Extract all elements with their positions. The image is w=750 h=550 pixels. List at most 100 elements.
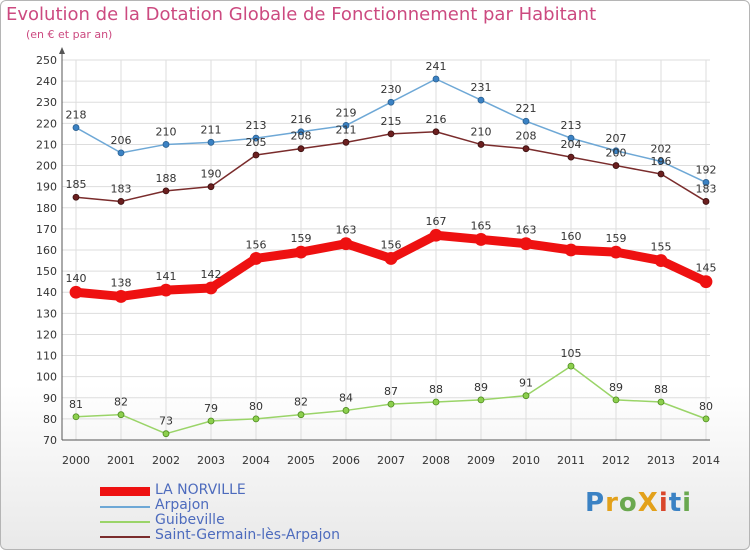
data-point — [564, 243, 578, 257]
data-point — [117, 411, 125, 419]
y-tick-label: 90 — [43, 392, 57, 405]
data-point — [657, 398, 665, 406]
data-point — [522, 117, 530, 125]
data-point — [477, 396, 485, 404]
data-point — [252, 151, 260, 159]
data-label: 89 — [474, 381, 488, 394]
x-tick-label: 2003 — [197, 454, 225, 467]
data-point — [72, 413, 80, 421]
data-label: 156 — [246, 238, 267, 251]
data-point — [612, 396, 620, 404]
data-label: 87 — [384, 385, 398, 398]
y-tick-label: 80 — [43, 413, 57, 426]
x-tick-label: 2005 — [287, 454, 315, 467]
y-tick-label: 190 — [36, 181, 57, 194]
logo-letter: P — [585, 488, 606, 518]
data-label: 156 — [381, 238, 402, 251]
data-label: 141 — [156, 270, 177, 283]
data-point — [114, 290, 128, 303]
x-tick-label: 2006 — [332, 454, 360, 467]
y-tick-label: 200 — [36, 160, 57, 173]
data-label: 216 — [291, 113, 312, 126]
data-label: 159 — [606, 232, 627, 245]
data-point — [567, 134, 575, 142]
data-point — [612, 162, 620, 169]
y-tick-label: 110 — [36, 350, 57, 363]
data-point — [69, 285, 83, 299]
data-point — [294, 245, 308, 259]
data-point — [612, 147, 620, 155]
data-label: 210 — [156, 125, 177, 138]
legend-label: Guibeville — [155, 512, 225, 528]
legend-swatch-arpajon — [100, 506, 150, 508]
data-point — [204, 281, 218, 295]
data-label: 167 — [426, 215, 447, 228]
data-label: 200 — [606, 147, 627, 160]
y-tick-label: 140 — [36, 286, 57, 299]
data-label: 196 — [651, 155, 672, 168]
data-label: 213 — [561, 119, 582, 132]
data-point — [519, 237, 533, 251]
x-tick-label: 2000 — [62, 454, 90, 467]
data-label: 163 — [336, 224, 357, 237]
legend-swatch-guibeville — [100, 521, 150, 523]
data-label: 221 — [516, 102, 537, 115]
data-label: 159 — [291, 232, 312, 245]
data-label: 230 — [381, 83, 402, 96]
data-point — [387, 98, 395, 106]
data-point — [432, 75, 440, 83]
data-label: 208 — [516, 130, 537, 143]
y-tick-label: 160 — [36, 244, 57, 257]
x-tick-label: 2004 — [242, 454, 270, 467]
y-tick-label: 180 — [36, 202, 57, 215]
data-label: 192 — [696, 163, 717, 176]
data-point — [72, 193, 80, 201]
data-point — [117, 198, 125, 205]
chart-title: Evolution de la Dotation Globale de Fonc… — [6, 4, 597, 25]
x-tick-label: 2010 — [512, 454, 540, 467]
data-label: 207 — [606, 132, 627, 145]
data-label: 165 — [471, 219, 492, 232]
y-tick-label: 170 — [36, 223, 57, 236]
data-label: 218 — [66, 109, 87, 122]
data-labels: 81 82 73 79 80 82 84 87 88 89 91 105 89 88 80 185 183 188… — [66, 60, 717, 428]
x-tick-label: 2001 — [107, 454, 135, 467]
data-point — [522, 392, 530, 400]
data-point — [657, 170, 665, 178]
data-point — [297, 145, 305, 153]
data-label: 188 — [156, 172, 177, 185]
data-point — [702, 198, 710, 205]
data-point — [567, 362, 575, 370]
axes: 7080901001101201301401501601701801902002… — [36, 47, 720, 467]
data-point — [477, 96, 485, 104]
data-label: 88 — [654, 383, 668, 396]
data-point — [162, 141, 170, 148]
data-point — [297, 128, 305, 136]
x-tick-label: 2011 — [557, 454, 585, 467]
data-label: 80 — [699, 400, 713, 413]
data-label: 183 — [696, 182, 717, 195]
chart-subtitle: (en € et par an) — [26, 28, 113, 41]
data-label: 210 — [471, 125, 492, 138]
data-label: 241 — [426, 60, 447, 73]
data-label: 208 — [291, 130, 312, 143]
data-label: 105 — [561, 347, 582, 360]
logo-letter: i — [658, 488, 669, 518]
data-point — [702, 179, 710, 186]
data-point — [432, 398, 440, 406]
logo-letter: X — [637, 488, 659, 518]
data-label: 205 — [246, 136, 267, 149]
data-point — [162, 430, 170, 438]
x-tick-label: 2012 — [602, 454, 630, 467]
y-tick-label: 240 — [36, 75, 57, 88]
data-label: 79 — [204, 402, 218, 415]
legend-swatch-saint-germain — [100, 536, 150, 538]
data-label: 155 — [651, 241, 672, 254]
data-point — [522, 145, 530, 153]
data-label: 140 — [66, 272, 87, 285]
data-label: 215 — [381, 115, 402, 128]
data-label: 206 — [111, 134, 132, 147]
y-tick-label: 100 — [36, 371, 57, 384]
data-label: 145 — [696, 262, 717, 275]
